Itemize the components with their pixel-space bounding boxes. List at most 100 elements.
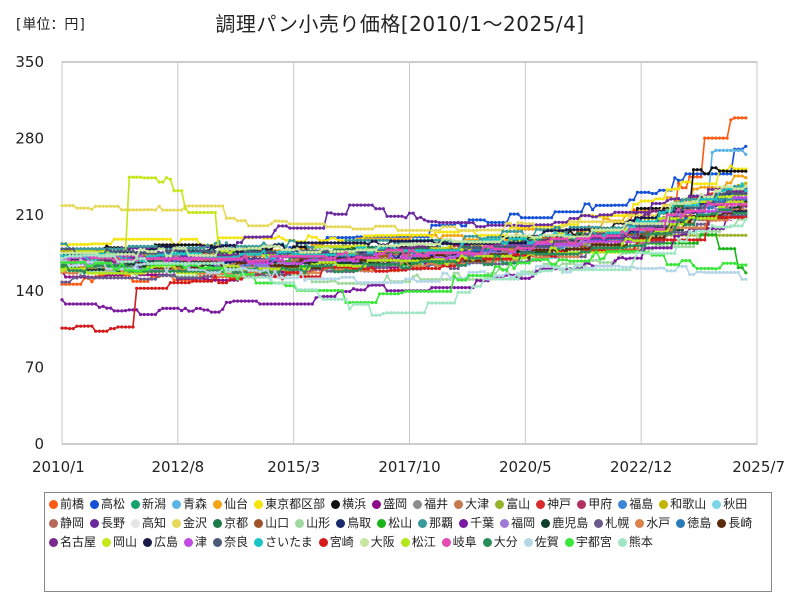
data-point xyxy=(602,260,606,265)
data-point xyxy=(318,226,322,230)
data-point xyxy=(206,243,210,247)
data-point xyxy=(333,236,337,240)
data-point xyxy=(475,228,479,232)
data-point xyxy=(262,302,266,306)
data-point xyxy=(284,224,288,228)
data-point xyxy=(385,289,389,293)
data-point xyxy=(325,239,329,243)
data-point xyxy=(325,294,329,299)
data-point xyxy=(385,224,389,228)
data-point xyxy=(467,228,471,232)
data-point xyxy=(307,302,311,306)
data-point xyxy=(718,229,722,234)
series-line xyxy=(62,185,746,232)
data-point xyxy=(404,233,408,237)
data-point xyxy=(744,116,748,120)
data-point xyxy=(594,215,598,219)
data-point xyxy=(605,213,610,217)
data-point xyxy=(213,242,217,246)
data-point xyxy=(176,306,180,310)
data-point xyxy=(740,233,744,237)
data-point xyxy=(236,299,240,303)
data-point xyxy=(340,281,344,285)
data-point xyxy=(161,208,165,212)
data-point xyxy=(673,197,677,201)
data-point xyxy=(374,233,378,238)
data-point xyxy=(729,233,733,237)
data-point xyxy=(60,265,64,269)
data-point xyxy=(576,220,580,224)
data-point xyxy=(322,222,326,226)
data-point xyxy=(254,299,258,303)
data-point xyxy=(79,206,83,210)
series-line xyxy=(61,214,747,316)
data-point xyxy=(348,289,352,294)
data-point xyxy=(434,286,438,290)
data-point xyxy=(553,225,557,230)
data-point xyxy=(733,184,737,188)
data-point xyxy=(138,244,143,248)
data-point xyxy=(366,245,370,249)
data-point xyxy=(348,225,352,229)
data-point xyxy=(691,241,696,245)
data-point xyxy=(706,182,711,186)
data-point xyxy=(609,220,613,224)
data-point xyxy=(718,233,722,237)
data-point xyxy=(228,216,232,220)
data-point xyxy=(576,222,580,227)
data-point xyxy=(381,233,385,238)
data-point xyxy=(142,237,146,241)
data-point xyxy=(411,211,415,215)
data-point xyxy=(142,279,146,283)
data-point xyxy=(224,216,228,220)
data-point xyxy=(699,233,703,237)
data-point xyxy=(94,242,98,246)
data-point xyxy=(146,237,150,241)
data-point xyxy=(86,247,90,251)
data-point xyxy=(198,246,202,250)
data-point xyxy=(445,230,449,234)
data-point xyxy=(94,204,98,208)
data-point xyxy=(71,282,75,286)
data-point xyxy=(605,203,610,207)
data-point xyxy=(463,221,468,225)
data-point xyxy=(482,228,486,232)
data-point xyxy=(314,235,318,239)
data-point xyxy=(572,225,576,229)
data-point xyxy=(613,203,617,207)
data-point xyxy=(718,169,722,173)
data-point xyxy=(434,223,438,227)
data-point xyxy=(202,204,206,208)
data-point xyxy=(322,280,326,284)
data-point xyxy=(482,233,486,237)
data-point xyxy=(587,225,591,229)
data-point xyxy=(310,226,314,230)
data-point xyxy=(680,204,684,208)
data-point xyxy=(624,214,628,218)
data-point xyxy=(75,302,79,306)
data-point xyxy=(123,208,128,212)
data-point xyxy=(138,208,143,212)
data-point xyxy=(721,233,726,237)
data-point xyxy=(236,244,240,248)
data-point xyxy=(695,194,699,198)
data-point xyxy=(654,201,658,206)
data-point xyxy=(146,273,150,277)
data-point xyxy=(299,245,303,249)
data-point xyxy=(568,222,572,227)
data-point xyxy=(273,236,277,240)
data-point xyxy=(310,245,314,249)
data-point xyxy=(542,216,546,220)
data-point xyxy=(673,241,677,245)
data-point xyxy=(654,191,658,196)
data-point xyxy=(135,279,139,283)
data-point xyxy=(467,218,471,222)
data-point xyxy=(512,227,516,231)
data-point xyxy=(463,228,468,232)
data-point xyxy=(336,212,341,216)
data-point xyxy=(676,178,681,182)
data-point xyxy=(662,197,666,201)
data-point xyxy=(153,208,157,212)
data-point xyxy=(594,225,598,229)
data-point xyxy=(194,204,199,208)
